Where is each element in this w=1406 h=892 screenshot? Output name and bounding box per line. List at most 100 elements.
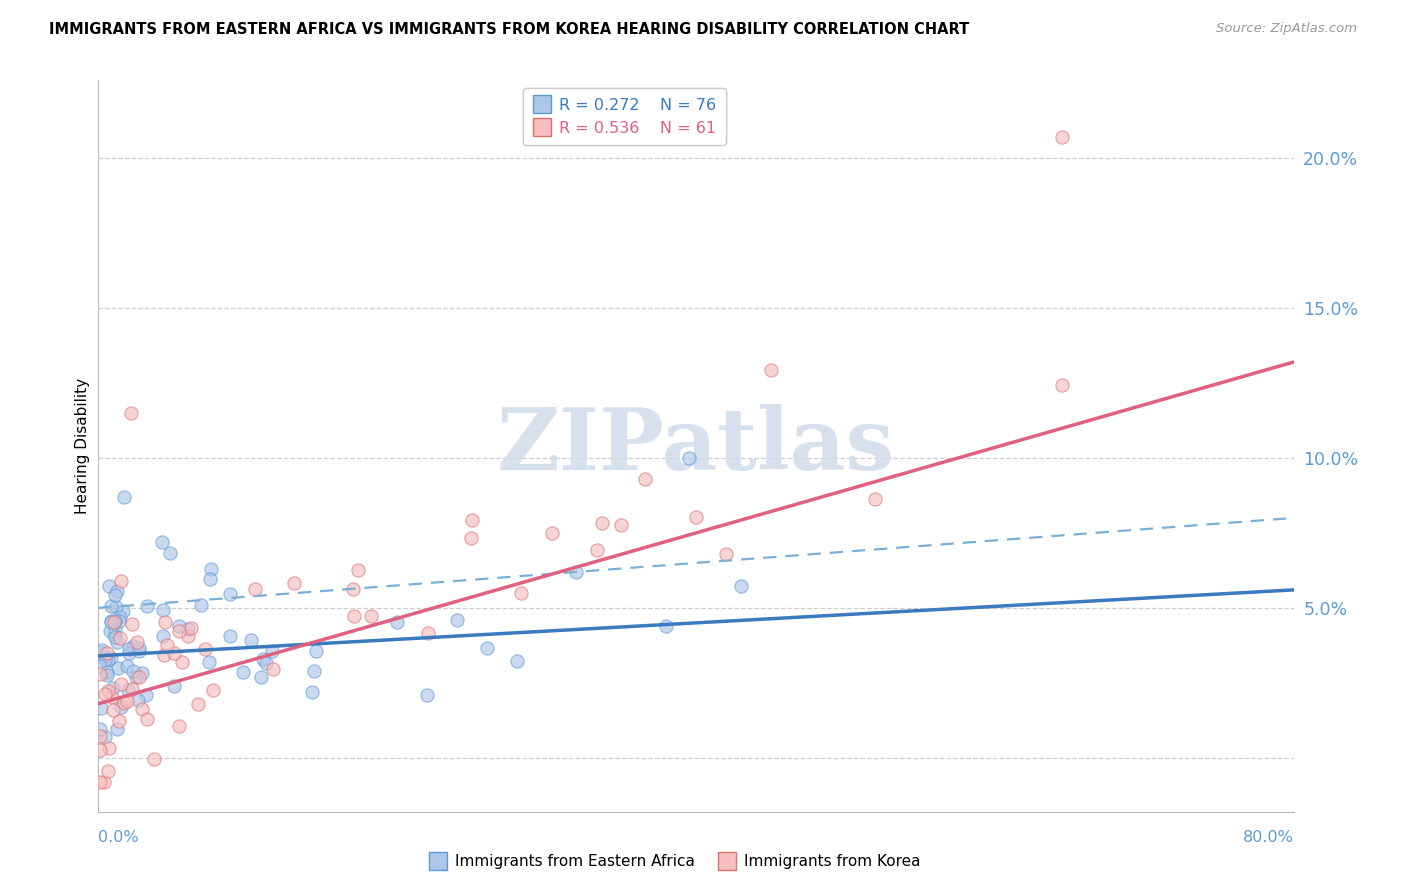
Point [163, 646, 186, 660]
Point [416, 626, 439, 640]
Point [105, 634, 128, 648]
Point [97, 741, 120, 756]
Point [177, 622, 200, 636]
Point [104, 630, 127, 644]
Point [108, 614, 131, 628]
Legend: R = 0.272    N = 76, R = 0.536    N = 61: R = 0.272 N = 76, R = 0.536 N = 61 [523, 88, 725, 145]
Point [446, 613, 468, 627]
Point [250, 670, 273, 684]
Point [219, 587, 242, 601]
Text: 80.0%: 80.0% [1243, 830, 1294, 845]
Point [101, 690, 124, 704]
Point [105, 583, 128, 598]
Point [118, 646, 141, 660]
Point [120, 406, 142, 420]
Point [152, 630, 174, 644]
Point [541, 525, 564, 540]
Point [94, 686, 117, 700]
Point [108, 631, 131, 645]
Point [180, 621, 202, 635]
Point [159, 546, 181, 560]
Point [128, 640, 150, 655]
Point [112, 696, 135, 710]
Point [108, 610, 131, 624]
Point [678, 450, 700, 465]
Point [461, 513, 484, 527]
Point [94, 652, 117, 666]
Point [685, 510, 707, 524]
Point [150, 535, 173, 549]
Point [252, 652, 274, 666]
Text: ZIPatlas: ZIPatlas [496, 404, 896, 488]
Point [89, 723, 111, 737]
Point [634, 472, 657, 486]
Point [117, 642, 139, 657]
Point [91, 643, 114, 657]
Point [110, 699, 132, 714]
Point [152, 602, 174, 616]
Point [283, 576, 305, 591]
Point [100, 599, 122, 613]
Point [416, 688, 439, 702]
Point [153, 615, 176, 629]
Point [360, 609, 382, 624]
Point [565, 565, 588, 579]
Point [143, 751, 166, 765]
Point [103, 703, 125, 717]
Point [117, 683, 139, 698]
Point [128, 670, 150, 684]
Point [96, 647, 118, 661]
Text: 0.0%: 0.0% [98, 830, 139, 845]
Point [136, 599, 159, 613]
Point [89, 644, 111, 658]
Point [301, 684, 323, 698]
Point [254, 656, 277, 670]
Point [101, 681, 124, 695]
Point [122, 665, 145, 679]
Point [865, 491, 887, 506]
Point [127, 693, 149, 707]
Point [97, 579, 120, 593]
Point [125, 670, 148, 684]
Point [655, 619, 678, 633]
Point [200, 562, 222, 576]
Point [460, 531, 482, 545]
Point [385, 615, 409, 630]
Point [167, 719, 190, 733]
Point [187, 697, 209, 711]
Point [105, 722, 128, 736]
Point [100, 651, 122, 665]
Text: IMMIGRANTS FROM EASTERN AFRICA VS IMMIGRANTS FROM KOREA HEARING DISABILITY CORRE: IMMIGRANTS FROM EASTERN AFRICA VS IMMIGR… [49, 22, 970, 37]
Point [96, 665, 118, 679]
Point [121, 617, 143, 632]
Point [89, 743, 111, 757]
Point [730, 579, 752, 593]
Point [104, 614, 127, 628]
Point [89, 774, 111, 789]
Point [302, 665, 325, 679]
Point [167, 624, 190, 638]
Point [112, 603, 135, 617]
Point [475, 641, 498, 656]
Point [170, 656, 193, 670]
Point [89, 659, 111, 673]
Point [121, 681, 143, 696]
Point [100, 615, 122, 629]
Point [218, 629, 240, 643]
Point [245, 582, 267, 596]
Point [305, 644, 328, 658]
Point [89, 729, 111, 743]
Point [591, 516, 613, 531]
Point [115, 694, 138, 708]
Point [98, 624, 121, 639]
Y-axis label: Hearing Disability: Hearing Disability [75, 378, 90, 514]
Point [198, 655, 221, 669]
Point [342, 582, 364, 596]
Point [156, 638, 179, 652]
Point [262, 662, 284, 676]
Point [97, 653, 120, 667]
Point [108, 714, 131, 728]
Point [194, 641, 217, 656]
Point [112, 490, 135, 504]
Point [103, 627, 125, 641]
